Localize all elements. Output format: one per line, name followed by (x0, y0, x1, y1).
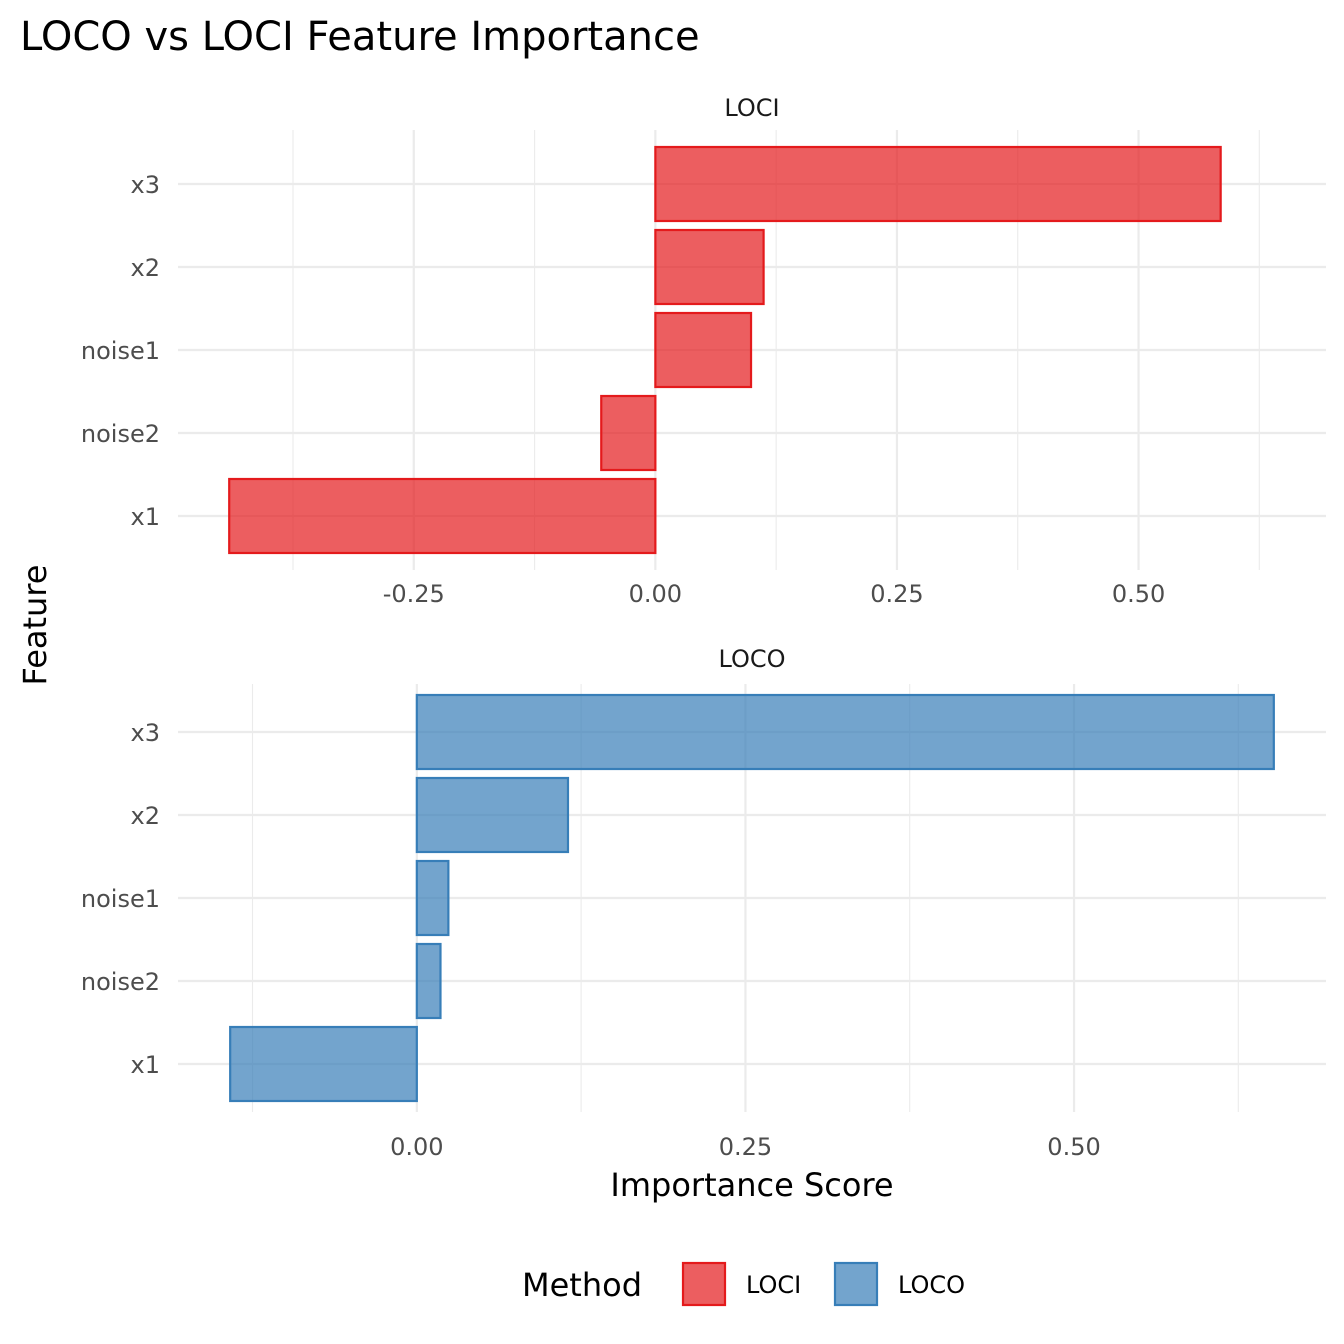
bar-loco-noise2 (415, 942, 442, 1020)
x-tick-label: 0.25 (719, 1133, 772, 1161)
y-tick-label: noise2 (81, 968, 160, 996)
y-tick-label: noise2 (81, 420, 160, 448)
legend: Method LOCI LOCO (522, 1261, 965, 1307)
y-tick-label: x1 (131, 1051, 160, 1079)
bar-loci-x1 (228, 477, 657, 555)
bar-loco-x2 (415, 776, 570, 854)
y-axis-title: Feature (16, 565, 54, 686)
y-tick-label: x1 (131, 503, 160, 531)
panel-strip-label: LOCO (718, 645, 785, 673)
y-tick-label: x3 (131, 171, 160, 199)
bar-loci-x2 (654, 228, 765, 306)
y-tick-label: x3 (131, 719, 160, 747)
bar-loco-x1 (229, 1025, 418, 1103)
y-tick-label: noise1 (81, 885, 160, 913)
x-axis-title: Importance Score (610, 1166, 893, 1204)
x-tick-label: 0.50 (1112, 580, 1165, 608)
legend-title: Method (522, 1266, 642, 1304)
panel-strip-label: LOCI (724, 94, 779, 122)
y-tick-label: noise1 (81, 337, 160, 365)
x-tick-label: 0.00 (390, 1133, 443, 1161)
legend-key-loco (833, 1261, 879, 1307)
x-tick-label: 0.50 (1047, 1133, 1100, 1161)
x-tick-label: 0.00 (629, 580, 682, 608)
legend-label-loci: LOCI (746, 1271, 801, 1299)
bar-loci-noise2 (600, 394, 657, 472)
x-tick-label: 0.25 (870, 580, 923, 608)
y-tick-label: x2 (131, 802, 160, 830)
bar-loci-noise1 (654, 311, 753, 389)
panel-loci: x3 x2 noise1 noise2 x1 -0.25 0.00 0.25 0.50 LOCI (81, 94, 1326, 608)
bar-loco-x3 (415, 693, 1275, 771)
legend-label-loco: LOCO (898, 1271, 965, 1299)
x-tick-label: -0.25 (383, 580, 445, 608)
chart-title: LOCO vs LOCI Feature Importance (20, 14, 700, 60)
panel-loco: x3 x2 noise1 noise2 x1 0.00 0.25 0.50 LOCO (81, 645, 1326, 1161)
bar-loci-x3 (654, 145, 1222, 223)
legend-key-loci (681, 1261, 727, 1307)
y-tick-label: x2 (131, 254, 160, 282)
bar-loco-noise1 (415, 859, 450, 937)
